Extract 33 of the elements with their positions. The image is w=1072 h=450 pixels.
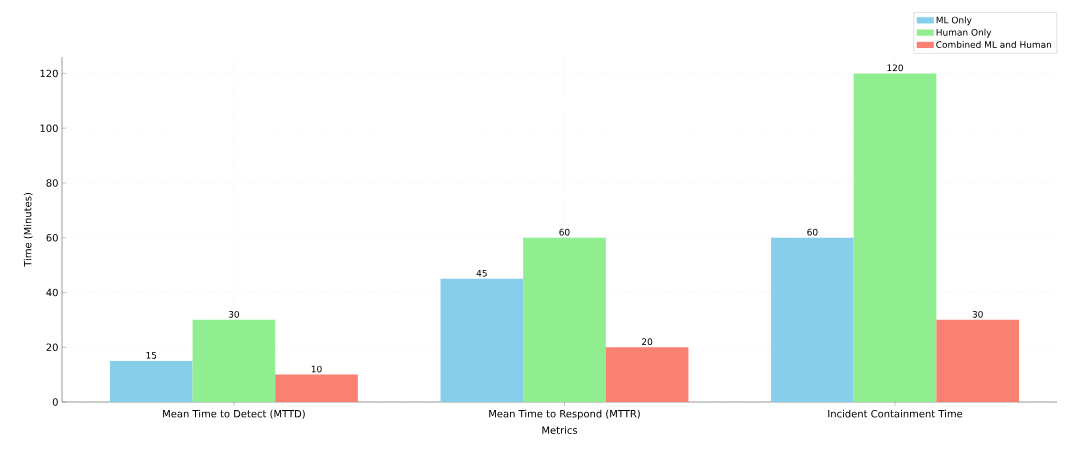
data-label: 10 <box>311 365 322 373</box>
bar <box>440 278 524 402</box>
bar <box>771 237 854 402</box>
y-tick-label: 0 <box>52 398 58 406</box>
x-tick-label: Mean Time to Respond (MTTR) <box>489 409 640 420</box>
data-label: 20 <box>642 338 653 346</box>
bar <box>853 73 937 402</box>
y-axis-title: Time (Minutes) <box>23 193 33 267</box>
bar <box>109 360 193 402</box>
bar <box>605 347 689 402</box>
x-tick-label: Mean Time to Detect (MTTD) <box>163 409 305 419</box>
y-tick-label: 40 <box>46 288 58 297</box>
data-label: 60 <box>807 228 818 236</box>
bar <box>275 374 358 402</box>
x-axis-title: Metrics <box>542 426 578 434</box>
data-label: 45 <box>476 269 487 277</box>
data-label: 120 <box>887 64 903 72</box>
y-tick-label: 80 <box>46 179 58 187</box>
bar <box>192 319 276 402</box>
legend-label: Combined ML and Human <box>936 41 1052 48</box>
y-tick-label: 20 <box>46 343 58 352</box>
legend-label: Human Only <box>936 28 992 38</box>
data-label: 60 <box>559 228 570 236</box>
bar <box>936 319 1019 402</box>
legend-label: ML Only <box>936 16 972 26</box>
y-tick-label: 100 <box>40 124 58 132</box>
y-tick-label: 60 <box>46 233 58 242</box>
x-tick-label: Incident Containment Time <box>828 409 963 418</box>
y-tick-label: 120 <box>40 69 58 78</box>
data-label: 30 <box>228 310 239 318</box>
data-label: 30 <box>972 310 983 318</box>
bar <box>523 237 606 402</box>
data-label: 15 <box>146 352 157 359</box>
